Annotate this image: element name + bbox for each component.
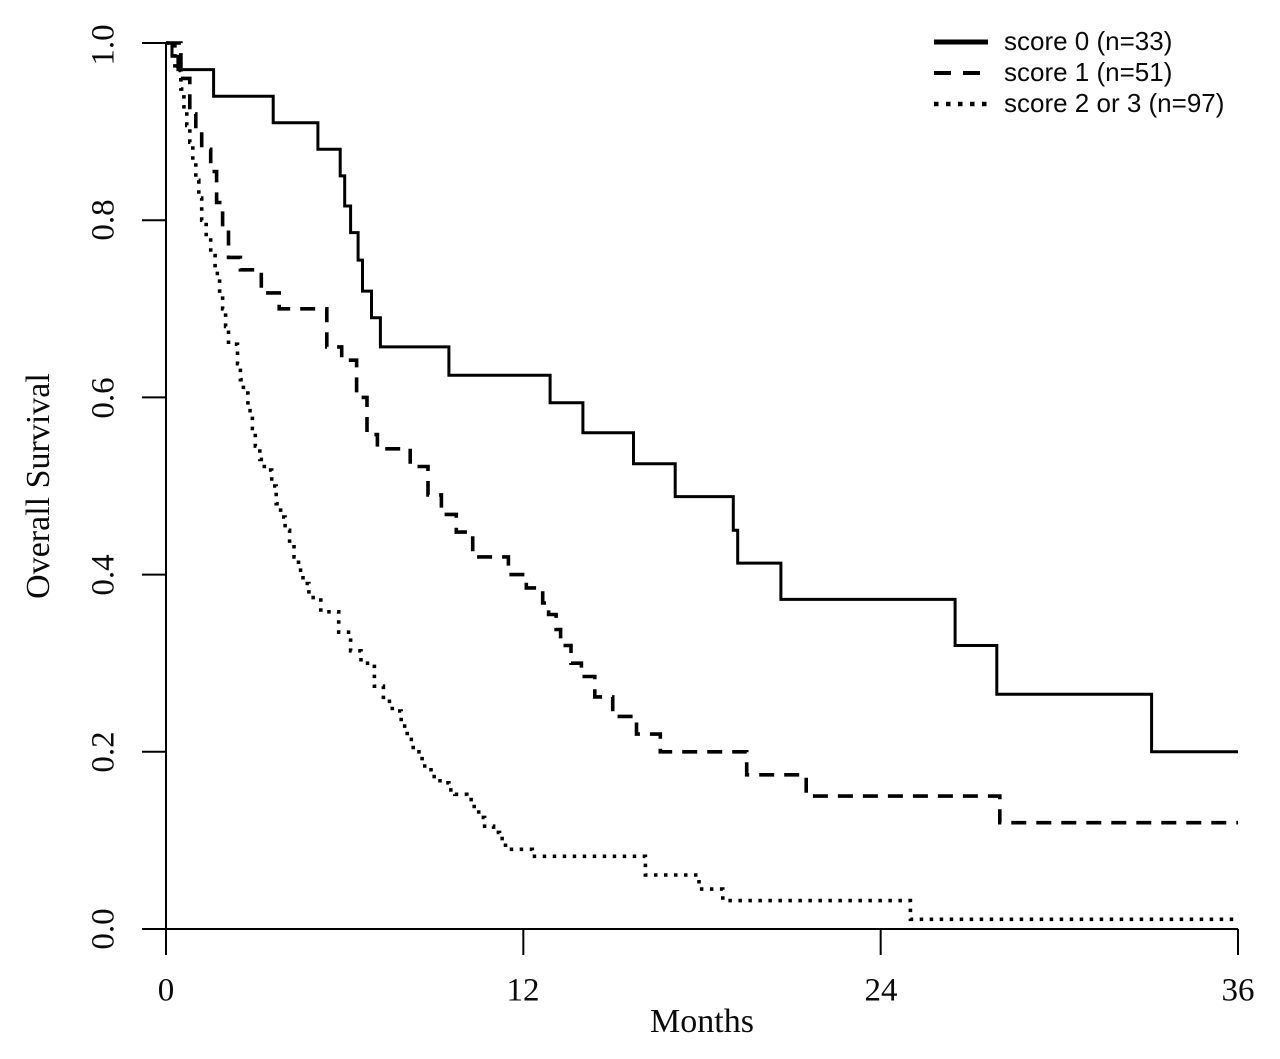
x-tick-label-0: 0: [157, 972, 175, 1009]
survival-curve-dotted: [166, 41, 1238, 922]
survival-curve-solid: [166, 41, 1238, 754]
dashed-line-sample-icon: [934, 70, 988, 75]
y-tick-label-0.4: 0.4: [85, 554, 122, 596]
x-tick-label-12: 12: [506, 972, 540, 1009]
y-axis-title: Overall Survival: [20, 373, 57, 599]
x-tick-label-36: 36: [1221, 972, 1255, 1009]
legend: score 0 (n=33) score 1 (n=51) score 2 or…: [933, 26, 1224, 119]
y-tick-label-0.6: 0.6: [85, 377, 122, 419]
solid-line-sample-icon: [934, 39, 988, 44]
y-tick-label-0.8: 0.8: [85, 199, 122, 241]
legend-label-score-2-or-3: score 2 or 3 (n=97): [1004, 88, 1225, 118]
dotted-line-sample-icon: [934, 101, 988, 106]
x-tick-label-24: 24: [864, 972, 898, 1009]
x-axis-title: Months: [650, 1003, 754, 1040]
survival-curve-dashed: [166, 41, 1238, 825]
y-tick-label-0.2: 0.2: [85, 731, 122, 773]
y-tick-label-0.0: 0.0: [85, 908, 122, 950]
legend-label-score-1: score 1 (n=51): [1004, 57, 1173, 87]
legend-label-score-0: score 0 (n=33): [1004, 26, 1173, 56]
legend-row-score-0: score 0 (n=33): [933, 26, 1224, 57]
y-tick-label-1.0: 1.0: [85, 24, 122, 66]
legend-row-score-1: score 1 (n=51): [933, 57, 1224, 88]
legend-row-score-2-or-3: score 2 or 3 (n=97): [933, 88, 1224, 119]
